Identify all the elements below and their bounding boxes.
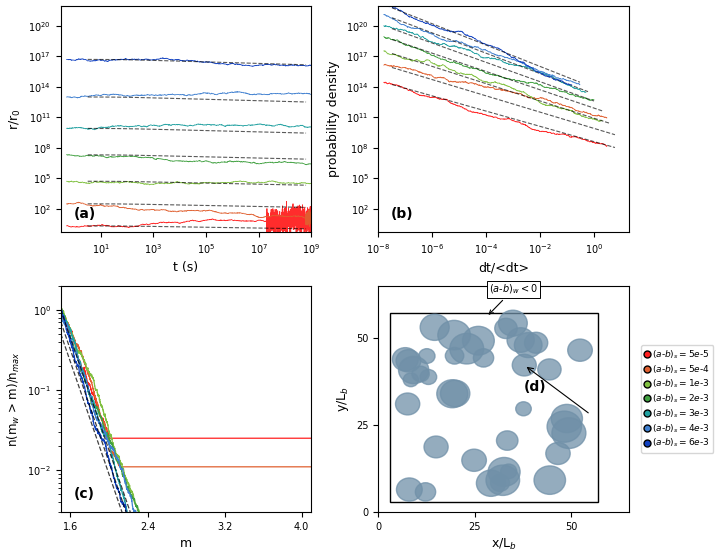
Y-axis label: probability density: probability density [327, 60, 340, 177]
Circle shape [547, 411, 582, 442]
Circle shape [534, 466, 566, 494]
Text: (d): (d) [524, 381, 546, 395]
Circle shape [495, 318, 517, 339]
Y-axis label: n(m$_w$ > m)/n$_{max}$: n(m$_w$ > m)/n$_{max}$ [6, 351, 22, 446]
Circle shape [512, 354, 536, 376]
Circle shape [395, 393, 420, 415]
Circle shape [490, 474, 510, 492]
Text: (b): (b) [391, 206, 413, 220]
Circle shape [445, 348, 464, 364]
Circle shape [412, 366, 429, 382]
Circle shape [525, 332, 548, 353]
Circle shape [424, 436, 448, 458]
Circle shape [441, 380, 470, 407]
Circle shape [420, 314, 449, 340]
X-axis label: m: m [180, 537, 192, 550]
Y-axis label: y/L$_b$: y/L$_b$ [335, 386, 351, 412]
Circle shape [462, 326, 494, 355]
Circle shape [568, 339, 592, 362]
Circle shape [498, 310, 527, 336]
Y-axis label: r/r$_0$: r/r$_0$ [8, 108, 23, 129]
Circle shape [538, 359, 561, 380]
Circle shape [450, 333, 484, 364]
Circle shape [437, 380, 468, 408]
Circle shape [416, 483, 436, 501]
Circle shape [514, 333, 542, 358]
Circle shape [403, 373, 418, 387]
Circle shape [546, 442, 570, 464]
Text: (a): (a) [73, 206, 96, 220]
X-axis label: dt/<dt>: dt/<dt> [478, 261, 529, 274]
Circle shape [488, 458, 520, 487]
Circle shape [477, 470, 505, 497]
Circle shape [418, 349, 435, 363]
Bar [390, 314, 598, 502]
Circle shape [462, 449, 486, 472]
Circle shape [486, 465, 520, 496]
Circle shape [396, 350, 421, 372]
Circle shape [507, 328, 534, 352]
Circle shape [497, 431, 518, 450]
Text: $(a$-$b)_w < 0$: $(a$-$b)_w < 0$ [489, 282, 538, 314]
Circle shape [398, 357, 429, 383]
X-axis label: t (s): t (s) [173, 261, 198, 274]
X-axis label: x/L$_b$: x/L$_b$ [491, 537, 517, 552]
Legend: $(a$-$b)_s = 5e$-$5$, $(a$-$b)_s = 5e$-$4$, $(a$-$b)_s = 1e$-$3$, $(a$-$b)_s = 2: $(a$-$b)_s = 5e$-$5$, $(a$-$b)_s = 5e$-$… [641, 345, 713, 453]
Circle shape [551, 405, 582, 432]
Circle shape [396, 478, 422, 501]
Circle shape [393, 348, 418, 371]
Circle shape [420, 369, 436, 384]
Circle shape [500, 464, 517, 479]
Circle shape [473, 349, 494, 367]
Circle shape [552, 418, 586, 449]
Circle shape [516, 402, 531, 416]
Text: (c): (c) [73, 487, 94, 501]
Circle shape [438, 320, 470, 350]
